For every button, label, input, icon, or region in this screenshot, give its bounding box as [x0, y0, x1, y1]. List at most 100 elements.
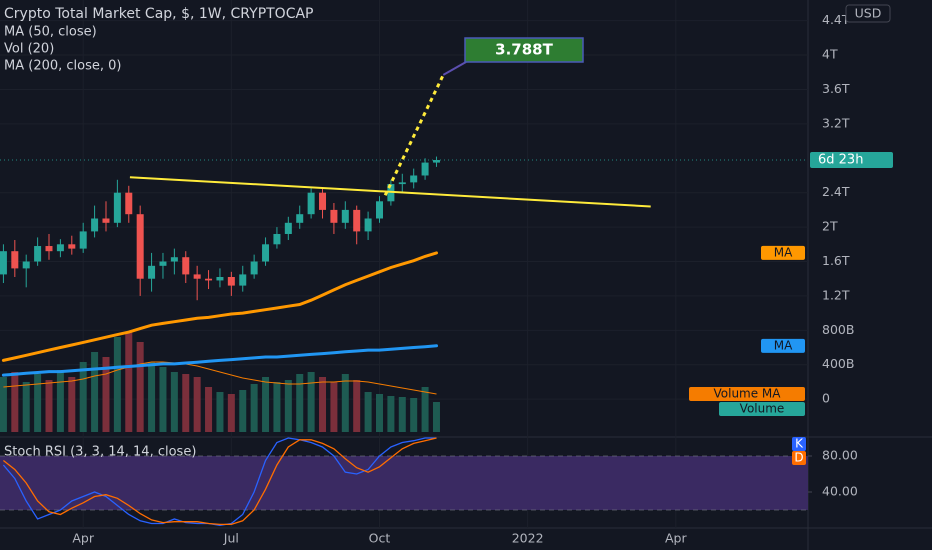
candle-body	[421, 162, 429, 176]
candle-body	[432, 160, 440, 163]
candle-body	[45, 246, 53, 252]
volume-bar	[0, 377, 7, 432]
volume-bar	[398, 397, 406, 432]
candle-body	[91, 218, 99, 232]
volume-bar	[262, 377, 270, 432]
y-tick-label: 3.2T	[822, 115, 850, 130]
candle-body	[56, 244, 64, 252]
volume-bar	[216, 392, 224, 432]
volume-bar	[45, 380, 53, 432]
candle-body	[148, 265, 156, 279]
stoch-line	[2, 437, 437, 526]
candle-body	[319, 192, 327, 210]
volume-badge-bg	[719, 402, 805, 416]
candle-body	[341, 209, 349, 223]
callout-box	[464, 37, 584, 63]
trendline	[129, 176, 651, 208]
candle-body	[353, 209, 361, 232]
volume-bar	[205, 387, 213, 432]
candle-body	[250, 261, 258, 275]
volume-bar	[148, 362, 156, 432]
candle-body	[398, 182, 406, 185]
legend-entry: Vol (20)	[4, 42, 54, 57]
currency-box	[845, 4, 891, 23]
candle-body	[34, 246, 42, 262]
volume-bar	[273, 382, 281, 432]
candle-body	[205, 278, 213, 281]
ma-badge: MA	[774, 245, 793, 259]
volume-bar	[159, 367, 167, 432]
candle-body	[79, 231, 87, 249]
volume-bar	[387, 396, 395, 432]
stoch-badge: K	[795, 437, 804, 451]
countdown-label: 6d 23h	[818, 153, 863, 168]
volume-ma-line	[3, 361, 437, 395]
stoch-badge-bg	[792, 451, 806, 465]
volume-badge: Volume	[740, 402, 785, 416]
x-tick-label: Jul	[223, 531, 239, 546]
y-tick-label: 2T	[822, 219, 838, 234]
stoch-badge: D	[794, 451, 803, 465]
volume-bar	[284, 380, 292, 432]
candle-body	[193, 274, 201, 279]
candle-body	[330, 209, 338, 223]
y-tick-label: 3.6T	[822, 81, 850, 96]
candle-body	[68, 244, 76, 249]
stoch-tick-label: 40.00	[822, 484, 858, 499]
candle-body	[182, 257, 190, 275]
candle-body	[273, 233, 281, 245]
x-tick-label: 2022	[512, 531, 544, 546]
x-tick-label: Oct	[369, 531, 391, 546]
stoch-band	[0, 456, 808, 510]
moving-average-line	[1, 251, 438, 362]
candle-body	[307, 192, 315, 215]
y-tick-label: 1.2T	[822, 287, 850, 302]
volume-bar	[193, 377, 201, 432]
volume-bar	[170, 372, 178, 432]
ma-badge-bg	[761, 338, 805, 353]
volume-bar	[330, 382, 338, 432]
volume-ma-badge-bg	[689, 387, 805, 401]
candle-body	[239, 274, 247, 286]
candle-body	[11, 251, 19, 269]
ma-badge-bg	[761, 245, 805, 260]
volume-bar	[182, 374, 190, 432]
volume-bar	[56, 370, 64, 432]
volume-bar	[11, 372, 19, 432]
candle-body	[170, 257, 178, 262]
volume-bar	[319, 377, 327, 432]
candle-body	[125, 192, 133, 215]
candle-body	[227, 276, 235, 286]
volume-bar	[250, 384, 258, 432]
stoch-badge-bg	[792, 437, 806, 451]
volume-bar	[432, 402, 440, 432]
volume-bar	[79, 362, 87, 432]
y-tick-label: 4.4T	[822, 12, 850, 27]
y-tick-label: 800B	[822, 322, 854, 337]
volume-bar	[136, 342, 144, 432]
candle-body	[375, 201, 383, 219]
candle-body	[159, 261, 167, 266]
volume-bar	[34, 374, 42, 432]
volume-bar	[68, 377, 76, 432]
y-tick-label: 0	[822, 391, 830, 406]
volume-bar	[102, 357, 110, 432]
candle-body	[216, 276, 224, 281]
legend-entry: MA (50, close)	[4, 25, 97, 40]
y-tick-label: 1.6T	[822, 253, 850, 268]
candle-body	[136, 214, 144, 279]
stoch-tick-label: 80.00	[822, 448, 858, 463]
volume-bar	[296, 374, 304, 432]
stoch-legend: Stoch RSI (3, 3, 14, 14, close)	[4, 445, 196, 460]
volume-bar	[307, 372, 315, 432]
volume-bar	[227, 394, 235, 432]
volume-bar	[91, 352, 99, 432]
ma-badge: MA	[774, 338, 793, 352]
volume-bar	[239, 390, 247, 432]
candle-body	[284, 222, 292, 234]
y-tick-label: 400B	[822, 356, 854, 371]
y-tick-label: 2.4T	[822, 184, 850, 199]
volume-bar	[375, 394, 383, 432]
